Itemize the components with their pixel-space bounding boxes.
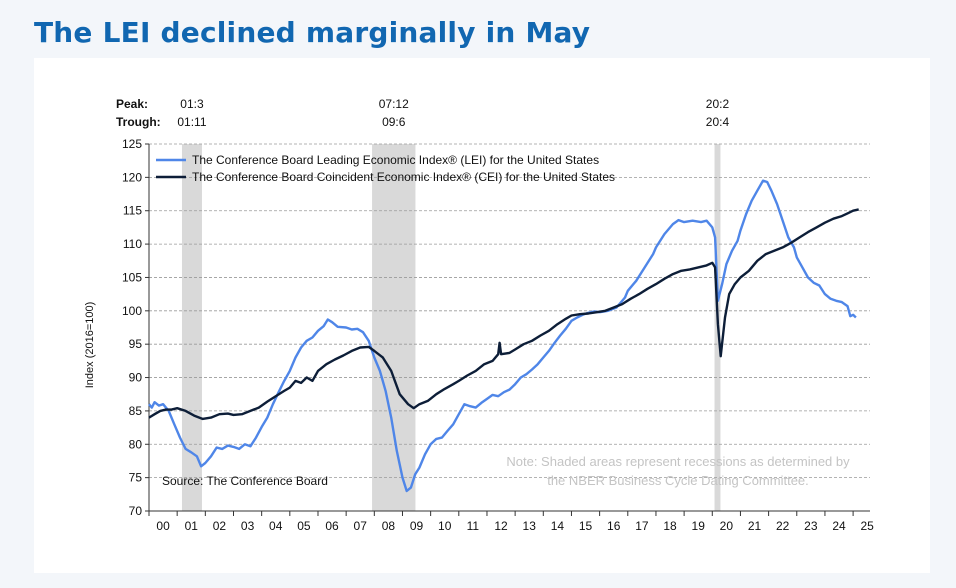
y-tick-label-110: 110 [123, 237, 142, 251]
x-tick-label-25: 25 [861, 519, 875, 533]
y-tick-label-100: 100 [122, 304, 142, 318]
y-tick-label-75: 75 [129, 471, 143, 485]
x-tick-label-05: 05 [297, 519, 311, 533]
x-tick-label-24: 24 [832, 519, 846, 533]
x-tick-label-16: 16 [607, 519, 621, 533]
y-tick-label-95: 95 [129, 337, 143, 351]
peak-label: Peak: [116, 97, 148, 111]
legend-label-lei: The Conference Board Leading Economic In… [192, 153, 599, 167]
x-tick-label-14: 14 [551, 519, 565, 533]
note-line-1: Note: Shaded areas represent recessions … [506, 454, 850, 469]
x-tick-label-13: 13 [523, 519, 537, 533]
y-tick-label-120: 120 [122, 170, 142, 184]
x-tick-label-20: 20 [720, 519, 734, 533]
source-label: Source: The Conference Board [162, 474, 328, 488]
x-tick-label-02: 02 [213, 519, 227, 533]
x-tick-label-21: 21 [748, 519, 762, 533]
legend-label-cei: The Conference Board Coincident Economic… [192, 170, 615, 184]
y-tick-label-85: 85 [129, 404, 143, 418]
x-tick-label-08: 08 [382, 519, 396, 533]
x-tick-label-00: 00 [156, 519, 170, 533]
x-tick-label-19: 19 [692, 519, 706, 533]
x-tick-label-01: 01 [185, 519, 199, 533]
lei-cei-line-chart: 01:3 01:11 07:12 09:6 20:2 20:4 70 75 80 85 90 95 1… [84, 97, 874, 533]
trough-label: Trough: [116, 115, 161, 129]
recession-trough-date-3: 20:4 [706, 115, 730, 129]
y-tick-label-80: 80 [129, 437, 143, 451]
x-tick-label-22: 22 [776, 519, 790, 533]
y-tick-label-115: 115 [123, 204, 142, 218]
recession-trough-date-1: 01:11 [177, 115, 206, 129]
x-tick-label-03: 03 [241, 519, 255, 533]
gridlines [149, 143, 870, 479]
y-tick-label-125: 125 [122, 137, 142, 151]
x-tick-label-18: 18 [663, 519, 677, 533]
x-tick-label-11: 11 [467, 519, 480, 533]
y-axis-label: Index (2016=100) [84, 302, 96, 389]
note-line-2: the NBER Business Cycle Dating Committee… [547, 473, 809, 488]
series-lines [148, 179, 859, 493]
recession-peak-date-2: 07:12 [379, 97, 409, 111]
recession-band-1 [181, 144, 202, 511]
recession-band-2 [372, 144, 416, 511]
recession-peak-date-3: 20:2 [706, 97, 730, 111]
cei-series-line [148, 208, 859, 421]
y-tick-label-70: 70 [129, 504, 143, 518]
x-tick-label-12: 12 [494, 519, 508, 533]
x-tick-label-10: 10 [438, 519, 452, 533]
axes: 70 75 80 85 90 95 100 105 110 115 120 125 00 01 02 03 04… [122, 137, 874, 533]
x-tick-label-04: 04 [269, 519, 283, 533]
lei-series-line [148, 179, 857, 493]
recession-trough-date-2: 09:6 [382, 115, 406, 129]
headline: The LEI declined marginally in May [34, 16, 591, 49]
x-tick-label-17: 17 [635, 519, 649, 533]
chart-panel: 01:3 01:11 07:12 09:6 20:2 20:4 70 75 80 85 90 95 1… [34, 58, 930, 573]
x-tick-label-23: 23 [804, 519, 818, 533]
y-tick-label-105: 105 [122, 270, 142, 284]
recession-peak-date-1: 01:3 [180, 97, 204, 111]
x-tick-label-09: 09 [410, 519, 424, 533]
y-tick-label-90: 90 [129, 371, 143, 385]
x-tick-label-06: 06 [325, 519, 339, 533]
x-tick-label-07: 07 [354, 519, 368, 533]
x-tick-label-15: 15 [579, 519, 593, 533]
